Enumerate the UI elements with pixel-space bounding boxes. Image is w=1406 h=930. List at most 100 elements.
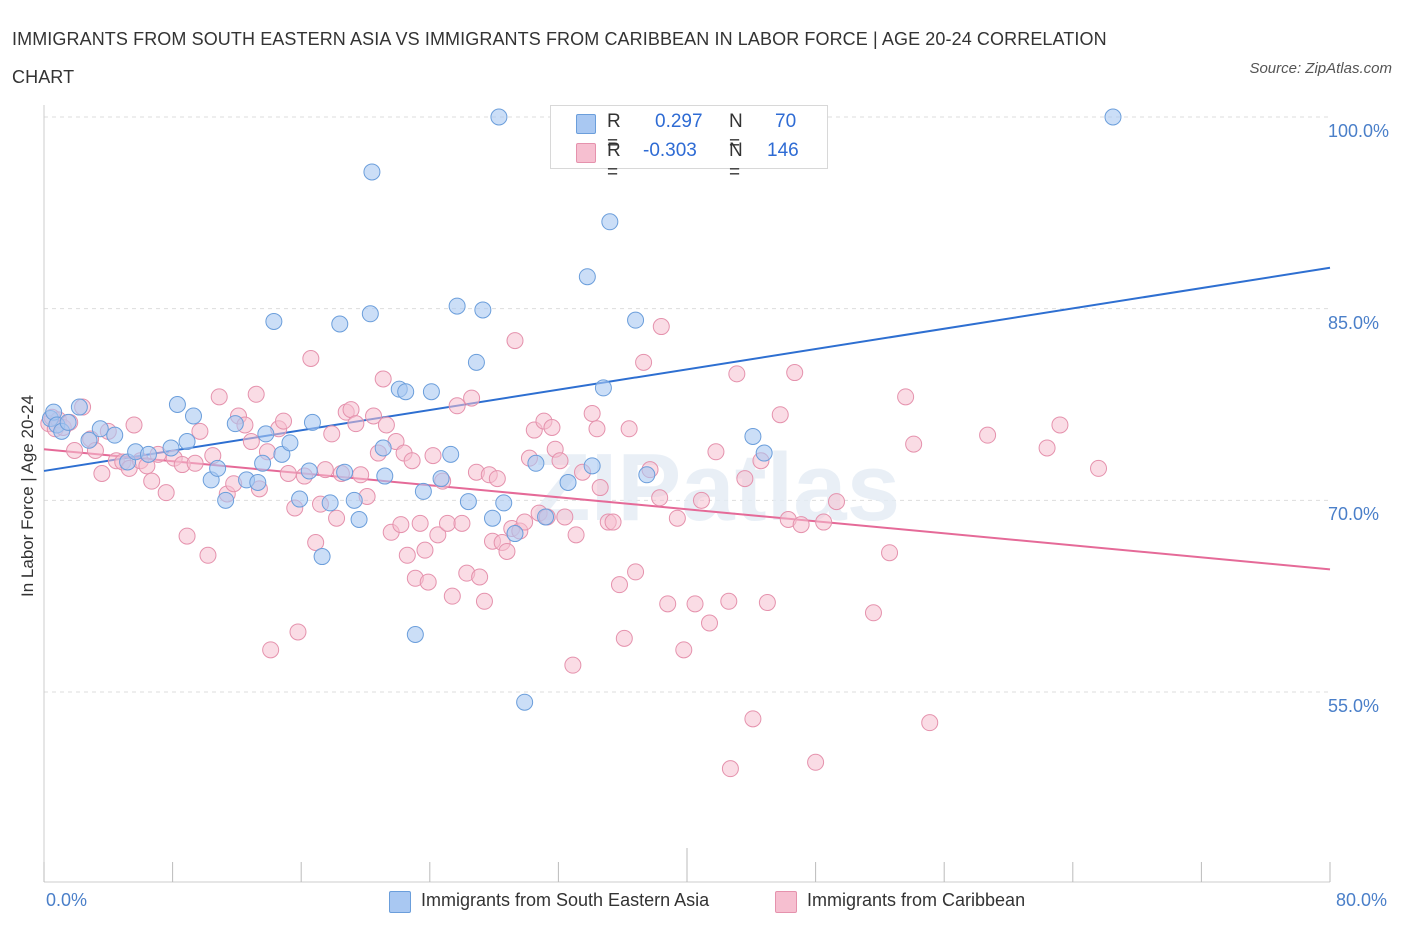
data-point-caribbean xyxy=(556,508,574,526)
data-point-caribbean xyxy=(792,516,810,534)
data-point-south-eastern-asia xyxy=(376,467,394,485)
data-point-caribbean xyxy=(262,641,280,659)
data-point-caribbean xyxy=(736,470,754,488)
data-point-caribbean xyxy=(610,576,628,594)
data-point-caribbean xyxy=(463,389,481,407)
data-point-caribbean xyxy=(652,318,670,336)
data-point-caribbean xyxy=(721,760,739,778)
data-point-caribbean xyxy=(424,447,442,465)
data-point-south-eastern-asia xyxy=(578,268,596,286)
data-point-caribbean xyxy=(905,435,923,453)
data-point-caribbean xyxy=(588,420,606,438)
data-point-caribbean xyxy=(429,526,447,544)
data-point-south-eastern-asia xyxy=(537,508,555,526)
data-point-south-eastern-asia xyxy=(265,312,283,330)
data-point-caribbean xyxy=(627,563,645,581)
data-point-caribbean xyxy=(247,385,265,403)
data-point-caribbean xyxy=(506,332,524,350)
n-label: N = xyxy=(729,111,743,154)
data-point-caribbean xyxy=(567,526,585,544)
data-point-caribbean xyxy=(668,509,686,527)
legend-swatch-blue xyxy=(576,114,596,134)
data-point-south-eastern-asia xyxy=(331,315,349,333)
data-point-south-eastern-asia xyxy=(336,463,354,481)
data-point-caribbean xyxy=(186,454,204,472)
n-label: N = xyxy=(729,140,743,183)
data-point-south-eastern-asia xyxy=(91,420,109,438)
data-point-south-eastern-asia xyxy=(559,473,577,491)
data-point-caribbean xyxy=(352,466,370,484)
data-point-caribbean xyxy=(178,527,196,545)
data-point-caribbean xyxy=(419,573,437,591)
chart-title: IMMIGRANTS FROM SOUTH EASTERN ASIA VS IM… xyxy=(12,29,1107,87)
data-point-caribbean xyxy=(864,604,882,622)
data-point-south-eastern-asia xyxy=(483,509,501,527)
data-point-caribbean xyxy=(438,514,456,532)
data-point-caribbean xyxy=(498,542,516,560)
data-point-caribbean xyxy=(191,422,209,440)
data-point-caribbean xyxy=(66,442,84,459)
data-point-south-eastern-asia xyxy=(70,398,88,416)
data-point-south-eastern-asia xyxy=(448,297,466,315)
data-point-south-eastern-asia xyxy=(59,413,77,431)
data-point-south-eastern-asia xyxy=(594,379,612,397)
data-point-south-eastern-asia xyxy=(281,434,299,452)
data-point-south-eastern-asia xyxy=(217,491,235,509)
y-tick-label: 70.0% xyxy=(1328,504,1380,525)
data-point-caribbean xyxy=(686,595,704,613)
data-point-caribbean xyxy=(881,544,899,562)
data-point-south-eastern-asia xyxy=(106,426,124,444)
data-point-caribbean xyxy=(675,641,693,659)
data-point-caribbean xyxy=(979,426,997,444)
data-point-south-eastern-asia xyxy=(406,626,424,643)
data-point-south-eastern-asia xyxy=(422,383,440,401)
data-point-south-eastern-asia xyxy=(495,494,513,512)
data-point-caribbean xyxy=(1038,439,1056,457)
data-point-caribbean xyxy=(620,420,638,438)
data-point-south-eastern-asia xyxy=(162,439,180,457)
data-point-caribbean xyxy=(316,461,334,479)
data-point-south-eastern-asia xyxy=(755,444,773,462)
data-point-caribbean xyxy=(771,406,789,424)
data-point-south-eastern-asia xyxy=(345,491,363,509)
data-point-south-eastern-asia xyxy=(273,445,291,463)
data-point-caribbean xyxy=(448,397,466,415)
data-point-caribbean xyxy=(707,443,725,461)
data-point-caribbean xyxy=(1051,416,1069,434)
data-point-south-eastern-asia xyxy=(638,466,656,484)
data-point-south-eastern-asia xyxy=(226,415,244,433)
data-point-caribbean xyxy=(374,370,392,388)
data-point-south-eastern-asia xyxy=(516,693,534,711)
data-point-caribbean xyxy=(827,493,845,511)
data-point-south-eastern-asia xyxy=(350,511,368,528)
data-point-caribbean xyxy=(786,364,804,382)
data-point-caribbean xyxy=(701,614,719,632)
data-point-caribbean xyxy=(475,592,493,610)
data-point-south-eastern-asia xyxy=(254,454,272,472)
data-point-south-eastern-asia xyxy=(414,482,432,500)
data-point-south-eastern-asia xyxy=(184,407,202,425)
r-value-pink: -0.303 xyxy=(643,140,697,161)
data-point-south-eastern-asia xyxy=(506,525,524,543)
data-point-south-eastern-asia xyxy=(467,353,485,371)
data-point-south-eastern-asia xyxy=(490,108,508,126)
data-point-caribbean xyxy=(307,534,325,551)
data-point-caribbean xyxy=(728,365,746,383)
data-point-caribbean xyxy=(365,407,383,425)
x-tick-label-min: 0.0% xyxy=(46,890,88,910)
data-point-caribbean xyxy=(93,465,111,482)
data-point-caribbean xyxy=(564,656,582,674)
data-point-south-eastern-asia xyxy=(627,311,645,329)
data-point-caribbean xyxy=(635,353,653,371)
data-point-south-eastern-asia xyxy=(744,427,762,445)
stats-legend: R = 0.297 N = 70 R = -0.303 N = 146 xyxy=(550,105,828,183)
data-point-caribbean xyxy=(157,484,175,502)
data-point-south-eastern-asia xyxy=(80,431,98,449)
data-point-south-eastern-asia xyxy=(321,494,339,512)
data-point-caribbean xyxy=(659,595,677,613)
legend-label: Immigrants from South Eastern Asia xyxy=(421,890,710,910)
data-point-caribbean xyxy=(347,415,365,433)
data-point-caribbean xyxy=(815,513,833,531)
data-point-caribbean xyxy=(242,433,260,451)
